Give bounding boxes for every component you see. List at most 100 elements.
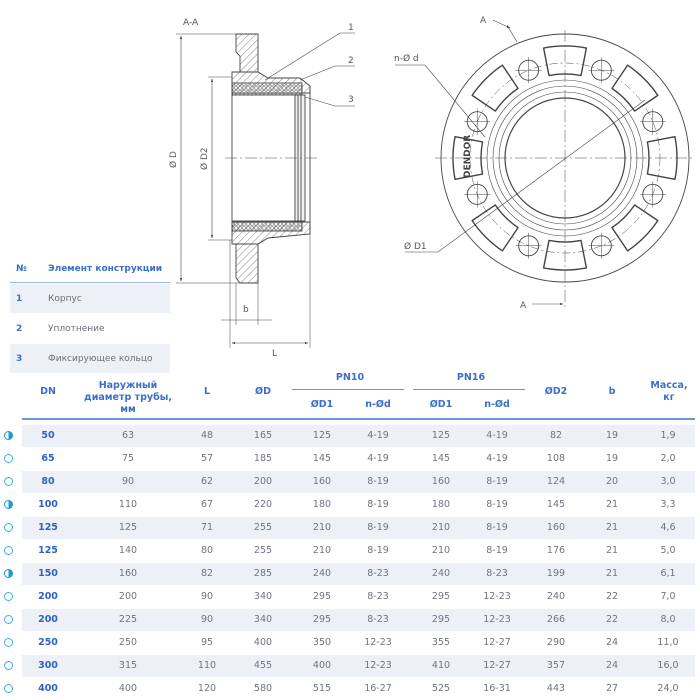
cell-L: 110 [197,660,217,671]
cell-d2: 240 [546,591,566,602]
cell-nd_10: 12-23 [364,660,392,671]
holes-label: n-Ø d [394,53,419,64]
header-mass: Масса, кг [650,380,688,403]
cell-dn: 50 [41,430,55,441]
cell-mass: 3,0 [660,476,676,487]
cell-d2: 199 [546,568,566,579]
cell-b: 24 [605,660,619,671]
cell-d1_10: 180 [312,499,332,510]
cell-d1_16: 410 [431,660,451,671]
cell-nd_16: 4-19 [486,430,508,441]
cell-dn: 125 [38,545,58,556]
table-row: 200 200 90 340 295 8-23 295 12-23 240 22 7,0 [4,586,695,608]
cell-d2: 145 [546,499,566,510]
technical-drawing: A-A Ø D Ø D2 b L 1 2 3 [168,16,695,359]
cell-d1_10: 125 [312,430,332,441]
cell-nd_10: 8-19 [367,499,389,510]
cell-d1_16: 525 [431,683,451,694]
cell-nd_16: 8-19 [486,499,508,510]
components-table: № Элемент конструкции 1 Корпус 2 Уплотнени… [10,255,170,373]
cell-dn: 400 [38,683,58,694]
cell-D: 455 [253,660,273,671]
cell-dn: 250 [38,637,58,648]
cell-dn: 300 [38,660,58,671]
cell-b: 21 [605,499,619,510]
cell-nd_16: 12-27 [483,660,511,671]
cell-D: 400 [253,637,273,648]
cell-nd_10: 8-23 [367,591,389,602]
cell-L: 57 [200,453,214,464]
ring-icon [4,661,13,670]
cell-d1_10: 160 [312,476,332,487]
rib-pocket [542,45,588,77]
cell-b: 19 [605,453,619,464]
cell-mass: 6,1 [660,568,676,579]
table-row: 300 315 110 455 400 12-23 410 12-27 357 24 16,0 [4,655,695,677]
ring-icon [4,523,13,532]
pn10-divider [292,389,404,391]
cell-D: 255 [253,545,273,556]
table-row: 125 140 80 255 210 8-19 210 8-19 176 21 5,0 [4,540,695,562]
cell-d1_16: 160 [431,476,451,487]
cell-nd_10: 8-23 [367,614,389,625]
cell-D: 255 [253,522,273,533]
section-mark-bottom: A [520,301,527,311]
cell-pipe: 200 [118,591,138,602]
cell-dn: 125 [38,522,58,533]
half-circle-icon [4,431,13,440]
cell-pipe: 225 [118,614,138,625]
header-nd-pn10: n-Ød [365,399,391,410]
cell-dn: 150 [38,568,58,579]
cell-mass: 24,0 [657,683,679,694]
cell-d2: 124 [546,476,566,487]
rib-pocket [542,239,588,271]
seal-bottom [231,220,303,232]
half-circle-icon [4,500,13,509]
cell-d2: 290 [546,637,566,648]
dim-seal-diameter: Ø D2 [199,147,210,170]
cell-nd_16: 8-23 [486,568,508,579]
rib-pocket [471,64,519,112]
cell-D: 580 [253,683,273,694]
header-nd-pn16: n-Ød [484,399,510,410]
cell-nd_10: 8-19 [367,545,389,556]
cell-d1_10: 210 [312,545,332,556]
dim-flange-thickness: b [243,305,249,315]
component-num: 3 [16,353,23,364]
rib-pocket [646,135,678,181]
cell-pipe: 90 [121,476,135,487]
cell-b: 22 [605,591,619,602]
callout-2: 2 [348,56,354,66]
table-row: 50 63 48 165 125 4-19 125 4-19 82 19 1,9 [4,425,695,447]
header-d1-pn10: ØD1 [310,399,334,410]
header-b: b [608,386,616,397]
cell-pipe: 110 [118,499,138,510]
cell-b: 27 [605,683,619,694]
cell-d2: 357 [546,660,566,671]
table-row: 200 225 90 340 295 8-23 295 12-23 266 22 8,0 [4,609,695,631]
cell-d2: 108 [546,453,566,464]
cell-nd_10: 8-19 [367,522,389,533]
cell-nd_16: 8-19 [486,476,508,487]
cell-mass: 8,0 [660,614,676,625]
table-row: 150 160 82 285 240 8-23 240 8-23 199 21 6,1 [4,563,695,585]
cell-b: 19 [605,430,619,441]
cell-L: 71 [200,522,214,533]
cell-L: 67 [200,499,214,510]
cell-pipe: 63 [121,430,135,441]
cell-mass: 2,0 [660,453,676,464]
cell-d2: 160 [546,522,566,533]
cell-nd_10: 12-23 [364,637,392,648]
cell-d1_10: 350 [312,637,332,648]
ring-icon [4,477,13,486]
cell-mass: 4,6 [660,522,676,533]
cell-d2: 266 [546,614,566,625]
cell-d1_10: 240 [312,568,332,579]
section-view: A-A [176,18,355,348]
callout-3: 3 [348,95,354,105]
cell-d1_16: 210 [431,522,451,533]
cell-d1_16: 295 [431,591,451,602]
cell-d1_16: 295 [431,614,451,625]
header-pn10: PN10 [335,372,365,383]
cell-nd_10: 4-19 [367,430,389,441]
